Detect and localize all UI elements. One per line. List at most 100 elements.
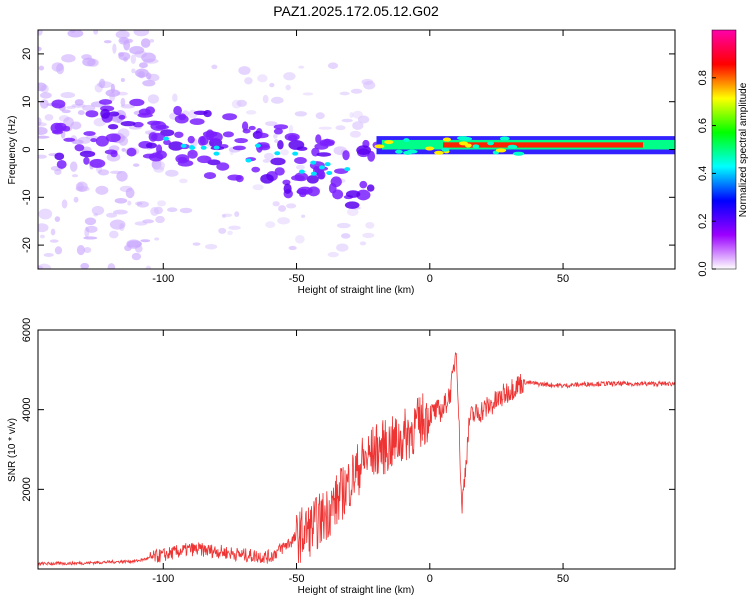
spectrogram-signal-blob xyxy=(89,158,106,168)
spectrogram-noise-blob xyxy=(133,30,150,37)
spectrogram-noise-blob xyxy=(58,115,70,122)
spectrogram-tone-blob xyxy=(507,144,518,149)
spectrogram-signal-blob xyxy=(242,128,251,134)
spectrogram-signal-blob xyxy=(100,108,111,119)
spectrogram-signal-blob xyxy=(235,175,244,183)
spectrogram-blobs xyxy=(38,30,675,269)
spectrogram-noise-blob xyxy=(262,158,271,163)
spectrogram-signal-blob xyxy=(105,133,121,143)
spectrogram-noise-blob xyxy=(73,196,79,203)
spectrogram-signal-blob xyxy=(222,131,234,138)
spectrogram-noise-blob xyxy=(362,232,375,239)
spectrogram-noise-blob xyxy=(346,208,359,217)
spectrogram-signal-blob xyxy=(120,120,136,127)
spectrogram-noise-blob xyxy=(71,174,79,178)
spectrogram-signal-blob xyxy=(287,134,298,142)
spectrogram-noise-blob xyxy=(99,78,106,89)
spectrogram-noise-blob xyxy=(349,130,361,138)
spectrogram-signal-blob xyxy=(356,189,371,201)
snr-background xyxy=(38,330,675,569)
spectrogram-noise-blob xyxy=(120,78,125,82)
snr-ylabel: SNR (10 * v/v) xyxy=(7,418,18,482)
spectrogram-peak-blob xyxy=(310,171,317,176)
spectrogram-signal-blob xyxy=(155,124,169,130)
spectrogram-noise-blob xyxy=(120,104,136,109)
spectrogram-signal-blob xyxy=(156,144,163,155)
spectrogram-signal-blob xyxy=(107,124,119,130)
spectrogram-tone-blob xyxy=(424,146,435,151)
spectrogram-tone-core xyxy=(443,142,644,148)
spectrogram-noise-blob xyxy=(80,262,90,269)
x-tick-label: -50 xyxy=(289,273,305,285)
spectrogram-signal-blob xyxy=(257,142,270,149)
spectrogram-tone-blob xyxy=(384,140,394,145)
spectrogram-noise-blob xyxy=(98,169,110,176)
spectrogram-peak-blob xyxy=(344,167,351,172)
spectrogram-noise-blob xyxy=(76,245,85,256)
spectrogram-noise-blob xyxy=(294,111,308,117)
snr-plot: -100 -50 0 50 2000 4000 6000 Height of straigh… xyxy=(7,318,676,596)
spectrogram-noise-blob xyxy=(38,223,49,233)
spectrogram-noise-blob xyxy=(141,52,156,63)
spectrogram-signal-blob xyxy=(203,172,217,180)
spectrogram-noise-blob xyxy=(165,169,179,177)
spectrogram-noise-blob xyxy=(82,57,96,67)
spectrogram-noise-blob xyxy=(93,30,99,35)
spectrogram-noise-blob xyxy=(83,247,92,253)
spectrogram-noise-blob xyxy=(257,74,268,83)
spectrogram-signal-blob xyxy=(150,133,166,142)
spectrogram-noise-blob xyxy=(124,244,132,252)
spectrogram-noise-blob xyxy=(116,170,128,182)
spectrogram-noise-blob xyxy=(77,110,85,116)
spectrogram-noise-blob xyxy=(115,30,130,39)
spectrogram-noise-blob xyxy=(134,221,148,226)
spectrogram-noise-blob xyxy=(365,221,375,229)
spectrogram-signal-blob xyxy=(270,157,286,166)
spectrogram-signal-blob xyxy=(193,110,208,115)
spectrogram-noise-blob xyxy=(167,207,178,213)
spectrogram-noise-blob xyxy=(274,139,279,143)
spectrogram-signal-blob xyxy=(283,183,292,194)
spectrogram-noise-blob xyxy=(50,228,56,236)
spectrogram-tone-blob xyxy=(499,136,510,141)
spectrogram-noise-blob xyxy=(125,187,135,199)
spectrogram-noise-blob xyxy=(70,121,82,130)
x-tick-label: 0 xyxy=(427,273,433,285)
spectrogram-noise-blob xyxy=(38,82,47,92)
spectrogram-noise-blob xyxy=(231,99,242,109)
x-tick-label: -50 xyxy=(289,573,305,585)
spectrogram-signal-blob xyxy=(274,167,285,176)
spectrogram-noise-blob xyxy=(38,154,47,159)
x-tick-label: 50 xyxy=(557,573,569,585)
spectrogram-noise-blob xyxy=(95,185,109,195)
spectrogram-noise-blob xyxy=(39,92,52,99)
spectrogram-signal-blob xyxy=(294,157,307,165)
spectrogram-signal-blob xyxy=(118,114,126,120)
spectrogram-noise-blob xyxy=(109,91,116,102)
spectrogram-peak-blob xyxy=(298,169,305,174)
spectrogram-signal-blob xyxy=(63,137,76,142)
spectrogram-noise-blob xyxy=(103,40,112,44)
spectrogram-noise-blob xyxy=(238,66,251,75)
spectrogram-peak-blob xyxy=(326,170,333,175)
spectrogram-noise-blob xyxy=(107,263,116,269)
x-tick-label: -100 xyxy=(152,273,174,285)
spectrogram-noise-blob xyxy=(192,242,201,246)
spectrogram-signal-blob xyxy=(74,144,85,152)
spectrogram-noise-blob xyxy=(38,263,52,269)
spectrogram-signal-blob xyxy=(83,131,96,136)
spectrogram-signal-blob xyxy=(366,184,375,192)
spectrogram-signal-blob xyxy=(187,149,198,159)
colorbar-label: Normalized spectral amplitude xyxy=(738,82,749,217)
spectrogram-tone-blob xyxy=(487,141,494,146)
spectrogram-noise-blob xyxy=(129,45,145,55)
colorbar-fill xyxy=(712,30,736,269)
spectrogram-signal-blob xyxy=(173,105,182,116)
spectrogram-noise-blob xyxy=(39,99,49,109)
y-tick-label: -20 xyxy=(21,237,33,253)
spectrogram-signal-blob xyxy=(83,156,90,165)
spectrogram-noise-blob xyxy=(288,125,294,134)
spectrogram-signal-blob xyxy=(147,120,161,126)
